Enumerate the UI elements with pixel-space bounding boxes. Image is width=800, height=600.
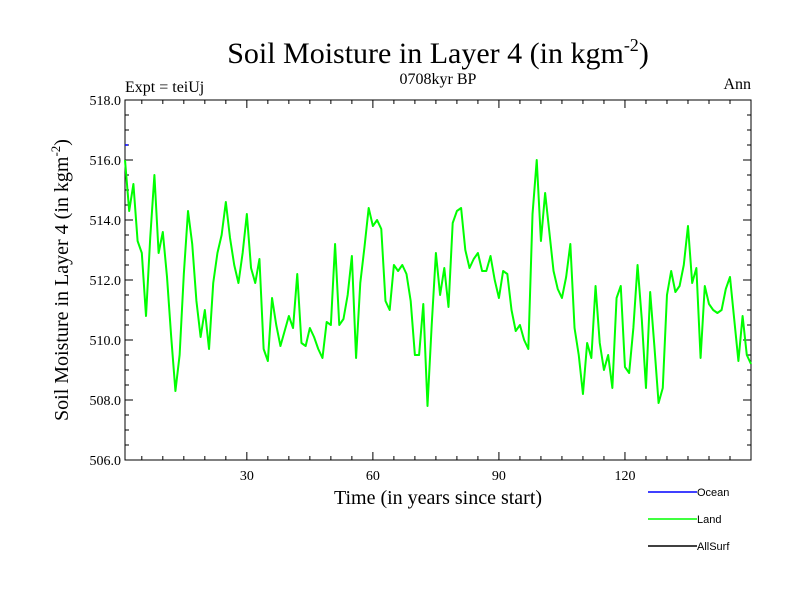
x-axis-label: Time (in years since start) bbox=[334, 487, 542, 509]
x-tick-label: 60 bbox=[366, 469, 380, 484]
y-tick-label: 512.0 bbox=[90, 274, 122, 289]
legend-ocean-label: Ocean bbox=[697, 487, 729, 499]
experiment-label: Expt = teiUj bbox=[125, 79, 204, 96]
series-group bbox=[124, 144, 752, 407]
x-tick-label: 90 bbox=[492, 469, 506, 484]
legend-land-label: Land bbox=[697, 514, 721, 526]
chart-title: Soil Moisture in Layer 4 (in kgm-2) bbox=[227, 35, 649, 70]
x-tick-label: 120 bbox=[614, 469, 635, 484]
season-label: Ann bbox=[723, 76, 751, 93]
y-tick-label: 518.0 bbox=[90, 94, 122, 109]
legend: Ocean Land AllSurf bbox=[648, 487, 730, 553]
y-tick-label: 516.0 bbox=[90, 154, 122, 169]
y-tick-label: 506.0 bbox=[90, 454, 122, 469]
chart-subtitle: 0708kyr BP bbox=[400, 71, 477, 88]
axis-ticks bbox=[125, 99, 751, 461]
legend-allsurf-label: AllSurf bbox=[697, 541, 730, 553]
y-axis-label: Soil Moisture in Layer 4 (in kgm-2) bbox=[48, 139, 73, 421]
y-tick-label: 508.0 bbox=[90, 394, 122, 409]
axis-tick-labels: 506.0 508.0 510.0 512.0 514.0 516.0 518.0 30 60 9… bbox=[90, 94, 636, 484]
x-tick-label: 30 bbox=[240, 469, 254, 484]
y-tick-label: 514.0 bbox=[90, 214, 122, 229]
series-line-land bbox=[124, 159, 752, 407]
y-tick-label: 510.0 bbox=[90, 334, 122, 349]
